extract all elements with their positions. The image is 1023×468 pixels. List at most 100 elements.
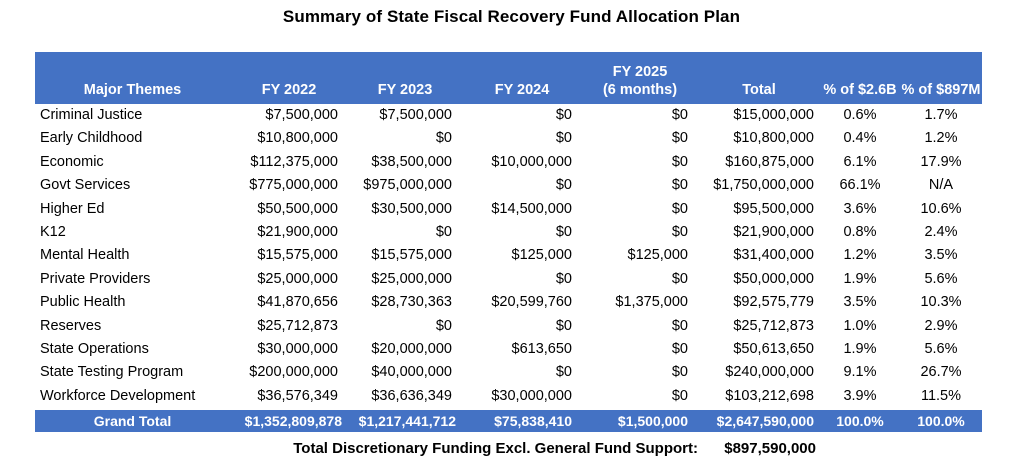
cell-fy2024: $20,599,760: [491, 294, 572, 311]
cell-fy2024: $0: [555, 223, 572, 240]
grand-total-fy2023: $1,217,441,712: [358, 413, 456, 430]
col-header-fy2022: FY 2022: [230, 52, 348, 104]
cell-total: $160,875,000: [725, 153, 814, 170]
cell-fy2022: $200,000,000: [249, 364, 338, 381]
cell-total: $50,613,650: [733, 340, 814, 357]
cell-fy2022: $775,000,000: [249, 177, 338, 194]
col-header-pct-897m-label: % of $897M: [901, 82, 981, 98]
col-header-fy2024: FY 2024: [462, 52, 582, 104]
cell-theme: Reserves: [40, 317, 102, 334]
grand-total-row: Grand Total $1,352,809,878 $1,217,441,71…: [35, 410, 982, 433]
cell-fy2025: $125,000: [627, 247, 688, 264]
col-header-pct-2-6b: % of $2.6B: [820, 52, 900, 104]
cell-pct-897m: 1.2%: [924, 130, 958, 147]
cell-fy2023: $40,000,000: [371, 364, 452, 381]
cell-fy2023: $15,575,000: [371, 247, 452, 264]
cell-fy2025: $0: [671, 270, 688, 287]
cell-pct-897m: 10.6%: [920, 200, 962, 217]
cell-pct-897m: 11.5%: [920, 387, 962, 404]
table-row: Public Health $41,870,656 $28,730,363 $20,5…: [35, 291, 982, 314]
cell-pct-2-6b: 3.9%: [843, 387, 877, 404]
footer-label: Total Discretionary Funding Excl. Genera…: [293, 439, 698, 457]
cell-pct-897m: 17.9%: [920, 153, 962, 170]
cell-fy2025: $0: [671, 107, 688, 123]
cell-pct-897m: 3.5%: [924, 247, 958, 264]
cell-fy2023: $0: [435, 130, 452, 147]
cell-fy2023: $20,000,000: [371, 340, 452, 357]
cell-pct-897m: 5.6%: [924, 340, 958, 357]
table-row: Reserves $25,712,873 $0 $0 $0 $25,712,873 1.0%…: [35, 315, 982, 338]
cell-fy2023: $30,500,000: [371, 200, 452, 217]
footer-value: $897,590,000: [724, 439, 816, 457]
cell-pct-2-6b: 1.9%: [843, 340, 877, 357]
cell-pct-2-6b: 0.4%: [843, 130, 877, 147]
table-row: Higher Ed $50,500,000 $30,500,000 $14,500,0…: [35, 198, 982, 221]
cell-total: $50,000,000: [733, 270, 814, 287]
cell-fy2024: $30,000,000: [491, 387, 572, 404]
cell-fy2024: $0: [555, 364, 572, 381]
cell-fy2025: $0: [671, 153, 688, 170]
cell-pct-897m: 26.7%: [920, 364, 962, 381]
col-header-fy2024-label: FY 2024: [494, 82, 550, 98]
table-row: State Operations $30,000,000 $20,000,000 $6…: [35, 338, 982, 361]
col-header-major-themes-label: Major Themes: [83, 82, 182, 98]
grand-total-fy2022: $1,352,809,878: [244, 413, 342, 430]
cell-total: $10,800,000: [733, 130, 814, 147]
table-header-row: Major Themes FY 2022 FY 2023 FY 2024 FY …: [35, 52, 982, 104]
cell-fy2022: $50,500,000: [257, 200, 338, 217]
cell-fy2022: $36,576,349: [257, 387, 338, 404]
cell-fy2025: $0: [671, 200, 688, 217]
col-header-fy2025-line2: (6 months): [602, 82, 678, 98]
cell-total: $92,575,779: [733, 294, 814, 311]
cell-fy2025: $0: [671, 340, 688, 357]
grand-total-pct-2-6b: 100.0%: [836, 413, 884, 430]
table-row: State Testing Program $200,000,000 $40,000…: [35, 361, 982, 384]
cell-pct-897m: 5.6%: [924, 270, 958, 287]
footer-row: Total Discretionary Funding Excl. Genera…: [35, 438, 982, 458]
cell-total: $21,900,000: [733, 223, 814, 240]
cell-fy2023: $38,500,000: [371, 153, 452, 170]
cell-theme: K12: [40, 223, 66, 240]
cell-fy2024: $0: [555, 107, 572, 123]
cell-fy2022: $10,800,000: [257, 130, 338, 147]
cell-pct-2-6b: 6.1%: [843, 153, 877, 170]
cell-pct-897m: 10.3%: [920, 294, 962, 311]
cell-fy2025: $0: [671, 387, 688, 404]
table-row: Economic $112,375,000 $38,500,000 $10,000,0…: [35, 151, 982, 174]
col-header-pct-2-6b-label: % of $2.6B: [823, 82, 897, 98]
cell-total: $31,400,000: [733, 247, 814, 264]
cell-fy2022: $25,000,000: [257, 270, 338, 287]
cell-fy2025: $0: [671, 317, 688, 334]
cell-fy2024: $0: [555, 177, 572, 194]
table-row: Workforce Development $36,576,349 $36,636,…: [35, 385, 982, 408]
cell-theme: Early Childhood: [40, 130, 143, 147]
cell-pct-2-6b: 1.2%: [843, 247, 877, 264]
cell-fy2023: $36,636,349: [371, 387, 452, 404]
cell-fy2024: $14,500,000: [491, 200, 572, 217]
cell-pct-2-6b: 3.6%: [843, 200, 877, 217]
cell-theme: State Operations: [40, 340, 149, 357]
cell-pct-897m: N/A: [928, 177, 954, 194]
cell-fy2023: $0: [435, 317, 452, 334]
cell-fy2025: $1,375,000: [615, 294, 688, 311]
table-row: Private Providers $25,000,000 $25,000,000 $…: [35, 268, 982, 291]
col-header-total-label: Total: [742, 82, 776, 98]
cell-theme: Private Providers: [40, 270, 151, 287]
table-row: Govt Services $775,000,000 $975,000,000 $0 $…: [35, 174, 982, 197]
cell-fy2025: $0: [671, 364, 688, 381]
col-header-fy2023: FY 2023: [348, 52, 462, 104]
cell-fy2024: $0: [555, 270, 572, 287]
cell-theme: Govt Services: [40, 177, 131, 194]
col-header-major-themes: Major Themes: [35, 52, 230, 104]
cell-theme: Mental Health: [40, 247, 130, 264]
cell-fy2023: $25,000,000: [371, 270, 452, 287]
table-row: Mental Health $15,575,000 $15,575,000 $125,…: [35, 244, 982, 267]
cell-pct-2-6b: 1.9%: [843, 270, 877, 287]
cell-fy2024: $613,650: [511, 340, 572, 357]
page-title: Summary of State Fiscal Recovery Fund Al…: [282, 7, 741, 26]
cell-pct-2-6b: 66.1%: [839, 177, 881, 194]
cell-pct-2-6b: 0.6%: [843, 107, 877, 123]
cell-fy2023: $28,730,363: [371, 294, 452, 311]
cell-fy2024: $125,000: [511, 247, 572, 264]
